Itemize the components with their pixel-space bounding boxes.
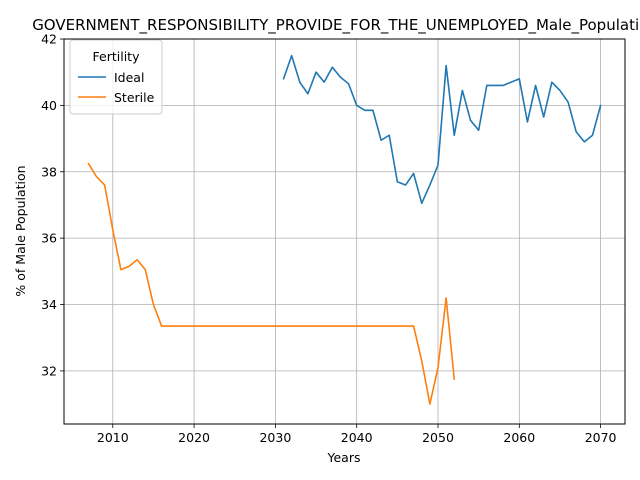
plot-area-frame	[63, 38, 626, 425]
series-lines	[87, 54, 602, 405]
x-axis-title: Years	[327, 450, 361, 465]
legend-box	[69, 39, 163, 115]
legend-title: Fertility	[93, 49, 141, 64]
legend: Fertility Ideal Sterile	[69, 39, 163, 115]
chart-title: GOVERNMENT_RESPONSIBILITY_PROVIDE_FOR_TH…	[32, 16, 640, 35]
x-tick-label: 2020	[178, 430, 210, 445]
x-tick-label: 2050	[422, 430, 454, 445]
series-line-sterile	[87, 162, 456, 405]
y-axis-title: % of Male Population	[13, 165, 28, 296]
grid	[64, 38, 625, 424]
x-tick-label: 2040	[341, 430, 373, 445]
series-line-ideal	[282, 54, 602, 205]
axis-ticks: 2010 2020 2030 2040 2050 2060 2070 32 34 36 38 40 42	[41, 32, 616, 446]
y-tick-label: 42	[41, 32, 57, 47]
y-tick-label: 40	[41, 98, 57, 113]
legend-label-sterile: Sterile	[114, 90, 155, 105]
y-tick-label: 38	[41, 164, 57, 179]
y-tick-label: 32	[41, 363, 57, 378]
y-tick-label: 36	[41, 231, 57, 246]
y-tick-label: 34	[41, 297, 57, 312]
x-tick-label: 2060	[503, 430, 535, 445]
x-tick-label: 2010	[97, 430, 129, 445]
legend-label-ideal: Ideal	[114, 70, 144, 85]
x-tick-label: 2030	[259, 430, 291, 445]
x-tick-label: 2070	[585, 430, 617, 445]
